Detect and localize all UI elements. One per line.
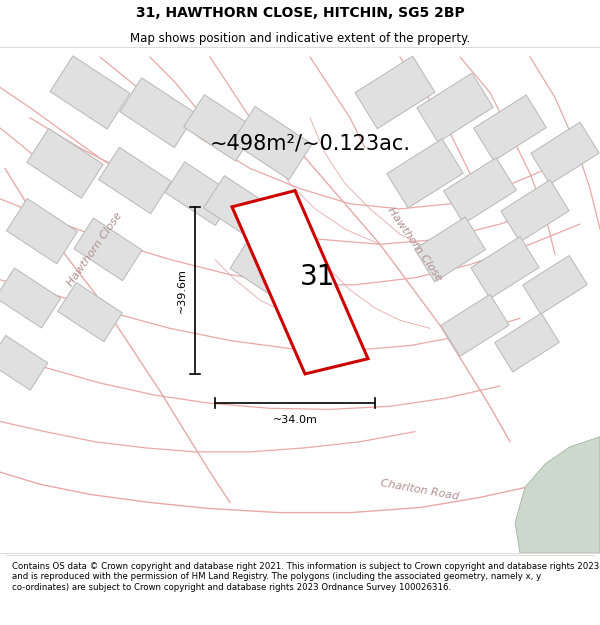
Text: Hawthorn Close: Hawthorn Close	[386, 206, 444, 283]
Text: Contains OS data © Crown copyright and database right 2021. This information is : Contains OS data © Crown copyright and d…	[12, 562, 599, 591]
Polygon shape	[443, 158, 517, 224]
Polygon shape	[515, 437, 600, 553]
Polygon shape	[387, 139, 463, 208]
Polygon shape	[203, 176, 277, 242]
Polygon shape	[230, 238, 300, 301]
Text: 31, HAWTHORN CLOSE, HITCHIN, SG5 2BP: 31, HAWTHORN CLOSE, HITCHIN, SG5 2BP	[136, 6, 464, 20]
Polygon shape	[355, 56, 435, 129]
Polygon shape	[501, 180, 569, 242]
Polygon shape	[494, 313, 559, 372]
Polygon shape	[473, 95, 547, 161]
Text: Hawthorn Close: Hawthorn Close	[66, 211, 124, 288]
Text: Map shows position and indicative extent of the property.: Map shows position and indicative extent…	[130, 32, 470, 45]
Polygon shape	[471, 237, 539, 299]
Polygon shape	[531, 122, 599, 184]
Text: ~34.0m: ~34.0m	[272, 416, 317, 426]
Polygon shape	[7, 199, 77, 264]
Text: ~498m²/~0.123ac.: ~498m²/~0.123ac.	[209, 133, 410, 153]
Polygon shape	[0, 336, 47, 390]
Polygon shape	[27, 128, 103, 198]
Polygon shape	[417, 73, 493, 142]
Polygon shape	[232, 106, 312, 179]
Polygon shape	[120, 78, 196, 148]
Text: 31: 31	[301, 264, 335, 291]
Text: Charlton Road: Charlton Road	[380, 479, 460, 502]
Polygon shape	[98, 148, 172, 214]
Text: ~39.6m: ~39.6m	[177, 268, 187, 313]
Polygon shape	[58, 282, 122, 342]
Polygon shape	[0, 268, 61, 328]
Polygon shape	[523, 256, 587, 314]
Polygon shape	[74, 218, 142, 281]
Polygon shape	[165, 162, 235, 226]
Polygon shape	[441, 294, 509, 356]
Polygon shape	[50, 56, 130, 129]
Polygon shape	[184, 94, 256, 161]
Polygon shape	[415, 217, 485, 282]
Polygon shape	[232, 191, 368, 374]
